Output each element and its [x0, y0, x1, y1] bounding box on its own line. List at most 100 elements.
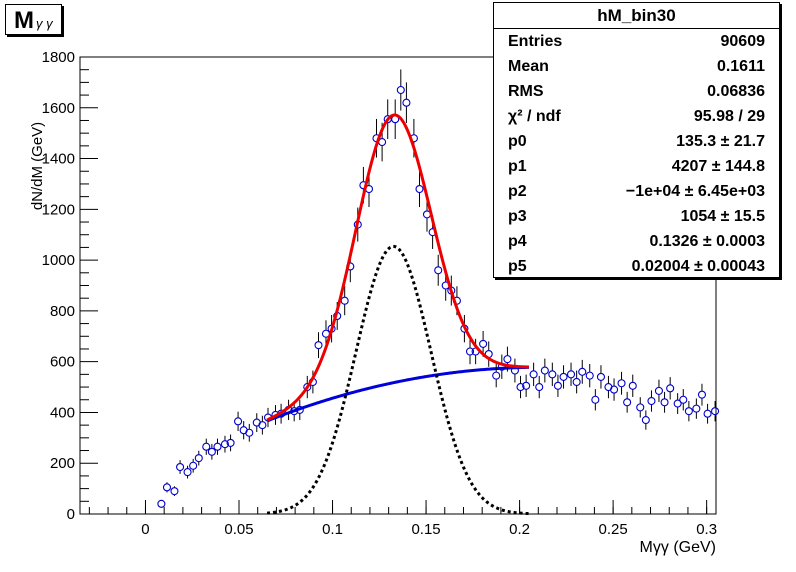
- stats-value: 135.3 ± 21.7: [676, 133, 765, 150]
- stats-row: p0 135.3 ± 21.7: [494, 129, 779, 154]
- stats-label: p0: [508, 133, 527, 150]
- data-marker: [703, 409, 712, 418]
- data-point: [684, 401, 693, 422]
- data-marker: [596, 372, 606, 381]
- data-marker: [234, 417, 243, 426]
- data-point: [610, 378, 619, 401]
- stats-value: −1e+04 ± 6.45e+03: [625, 183, 765, 200]
- data-point: [679, 389, 688, 411]
- data-point: [183, 465, 192, 479]
- data-point: [636, 397, 645, 418]
- data-point: [189, 458, 198, 473]
- data-point: [303, 375, 312, 399]
- data-marker: [516, 383, 525, 392]
- data-point: [596, 365, 606, 389]
- data-marker: [566, 370, 576, 379]
- stats-label: Entries: [508, 33, 563, 50]
- stats-row: p4 0.1326 ± 0.0003: [494, 229, 779, 254]
- data-marker: [711, 407, 720, 416]
- data-point: [516, 375, 525, 399]
- data-point: [641, 410, 650, 430]
- title-subscript: γ γ: [36, 16, 53, 31]
- data-marker: [647, 396, 656, 406]
- stats-value: 90609: [720, 33, 766, 50]
- data-marker: [522, 381, 531, 390]
- data-point: [194, 450, 203, 466]
- data-marker: [162, 483, 172, 492]
- data-marker: [434, 266, 443, 275]
- stats-row: Mean 0.1611: [494, 54, 779, 79]
- data-marker: [213, 442, 222, 451]
- data-point: [529, 362, 538, 387]
- stats-row: p1 4207 ± 144.8: [494, 154, 779, 179]
- stats-row: RMS 0.06836: [494, 79, 779, 104]
- data-marker: [641, 416, 650, 425]
- data-marker: [189, 461, 198, 470]
- data-point: [548, 362, 557, 387]
- data-point: [673, 393, 682, 414]
- data-marker: [585, 371, 594, 380]
- data-marker: [402, 98, 411, 107]
- y-tick-label: 1600: [42, 100, 75, 117]
- data-point: [226, 434, 235, 452]
- stats-rows: Entries 90609 Mean 0.1611 RMS 0.06836 χ² / ndf…: [494, 29, 779, 279]
- stats-label: p1: [508, 158, 527, 175]
- data-point: [258, 415, 267, 435]
- data-marker: [176, 462, 185, 472]
- data-point: [654, 379, 663, 403]
- stats-label: RMS: [508, 83, 544, 100]
- data-marker: [479, 339, 488, 348]
- data-marker: [548, 370, 557, 379]
- data-marker: [290, 407, 299, 416]
- histogram-title: M γ γ: [5, 4, 62, 35]
- data-point: [566, 362, 576, 387]
- data-marker: [673, 399, 682, 408]
- data-marker: [170, 487, 179, 496]
- data-marker: [684, 407, 693, 416]
- stats-row: χ² / ndf 95.98 / 29: [494, 104, 779, 129]
- y-tick-label: 800: [50, 303, 75, 320]
- data-marker: [157, 499, 166, 508]
- data-marker: [591, 395, 600, 404]
- stats-row: p5 0.02004 ± 0.00043: [494, 254, 779, 279]
- data-point: [170, 486, 179, 496]
- data-marker: [692, 404, 701, 413]
- data-point: [176, 460, 185, 474]
- stats-label: χ² / ndf: [508, 108, 561, 125]
- data-point: [660, 391, 669, 413]
- data-point: [591, 389, 600, 411]
- data-marker: [636, 403, 645, 412]
- data-marker: [697, 390, 707, 399]
- data-marker: [572, 377, 581, 387]
- data-point: [391, 99, 400, 140]
- data-marker: [415, 184, 424, 194]
- data-marker: [535, 383, 544, 392]
- data-point: [245, 423, 254, 442]
- y-tick-label: 1000: [42, 252, 75, 269]
- data-point: [213, 438, 222, 455]
- stats-value: 0.1611: [716, 58, 765, 75]
- data-marker: [660, 398, 669, 407]
- data-marker: [245, 428, 254, 437]
- data-point: [585, 363, 594, 388]
- data-point: [295, 399, 304, 421]
- data-point: [220, 435, 230, 453]
- data-point: [234, 411, 243, 431]
- stats-label: p2: [508, 183, 527, 200]
- y-tick-label: 600: [50, 354, 75, 371]
- y-tick-label: 400: [50, 404, 75, 421]
- data-point: [553, 374, 562, 397]
- data-point: [522, 374, 531, 397]
- data-point: [402, 82, 411, 124]
- data-marker: [220, 440, 230, 449]
- data-point: [510, 358, 519, 383]
- data-point: [162, 482, 172, 493]
- y-axis: 0 200 400 600 800 1000 1200 1400 1600 1800: [42, 49, 98, 523]
- stats-value: 0.06836: [707, 83, 765, 100]
- data-point: [434, 254, 443, 286]
- data-marker: [503, 355, 512, 364]
- data-points: [157, 69, 720, 508]
- y-tick-label: 1400: [42, 151, 75, 168]
- stats-row: p3 1054 ± 15.5: [494, 204, 779, 229]
